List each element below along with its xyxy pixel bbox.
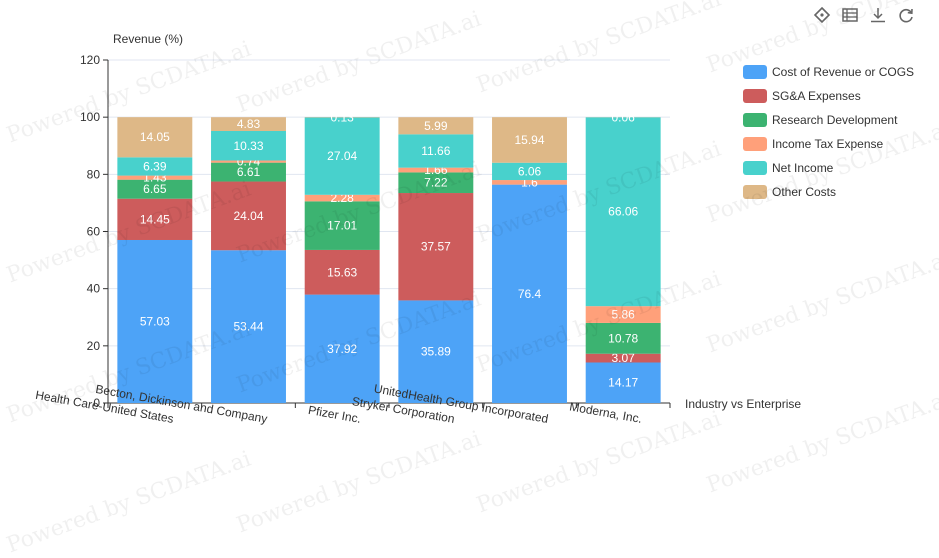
y-tick-label: 100: [80, 110, 100, 124]
data-label: 17.01: [327, 219, 357, 233]
data-label: 35.89: [421, 345, 451, 359]
data-label: 15.63: [327, 265, 357, 279]
data-label: 66.06: [608, 205, 638, 219]
data-label: 37.57: [421, 240, 451, 254]
restore-icon[interactable]: [897, 6, 915, 24]
y-axis-title: Revenue (%): [113, 32, 183, 46]
y-tick-label: 40: [87, 282, 101, 296]
tag-icon[interactable]: [813, 6, 831, 24]
legend-swatch: [743, 161, 767, 175]
data-label: 15.94: [514, 133, 544, 147]
legend-label: Net Income: [772, 161, 834, 175]
data-label: 11.66: [421, 144, 450, 158]
data-label: 7.22: [424, 176, 448, 190]
legend-label: Research Development: [772, 113, 898, 127]
x-axis-title: Industry vs Enterprise: [685, 397, 801, 411]
data-view-icon[interactable]: [841, 6, 859, 24]
data-label: 4.83: [237, 117, 261, 131]
data-label: 10.78: [608, 331, 638, 345]
download-icon[interactable]: [869, 6, 887, 24]
data-label: 10.33: [233, 139, 263, 153]
legend-swatch: [743, 137, 767, 151]
data-label: 27.04: [327, 149, 357, 163]
legend-label: Income Tax Expense: [772, 137, 884, 151]
legend-label: Cost of Revenue or COGS: [772, 65, 914, 79]
data-label: 57.03: [140, 314, 170, 328]
data-label: 6.06: [518, 164, 542, 178]
data-label: 14.05: [140, 130, 170, 144]
data-label: 5.99: [424, 119, 448, 133]
y-tick-label: 120: [80, 53, 100, 67]
y-tick-label: 20: [87, 339, 101, 353]
y-tick-label: 80: [87, 167, 101, 181]
data-label: 14.17: [608, 376, 638, 390]
data-label: 0.13: [330, 110, 354, 124]
chart-toolbar: [813, 6, 915, 24]
legend-label: Other Costs: [772, 185, 836, 199]
data-label: 5.86: [611, 308, 635, 322]
data-label: 76.4: [518, 287, 542, 301]
data-label: 14.45: [140, 212, 170, 226]
data-label: 0.06: [611, 110, 635, 124]
data-label: 53.44: [233, 320, 263, 334]
legend-swatch: [743, 65, 767, 79]
data-label: 6.39: [143, 159, 167, 173]
data-label: 37.92: [327, 342, 357, 356]
y-tick-label: 60: [87, 225, 101, 239]
legend-swatch: [743, 89, 767, 103]
legend-label: SG&A Expenses: [772, 89, 861, 103]
legend-swatch: [743, 113, 767, 127]
legend-swatch: [743, 185, 767, 199]
data-label: 24.04: [233, 209, 263, 223]
